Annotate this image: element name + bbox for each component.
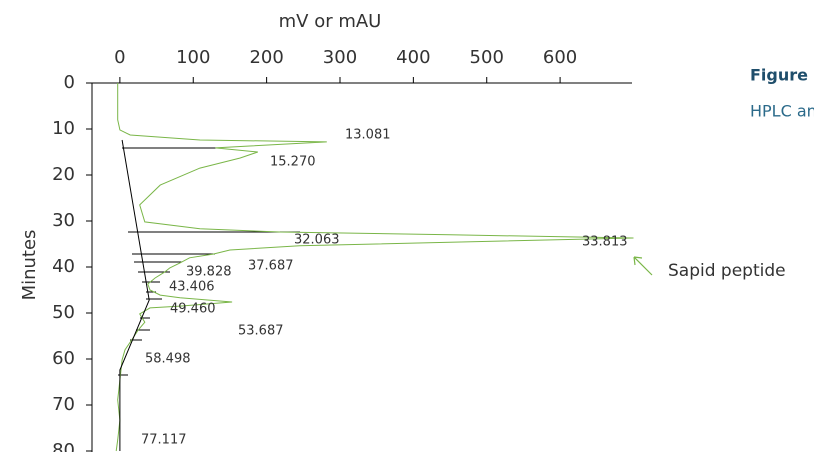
peak-label: 37.687 [248,259,294,274]
x-tick-label: 500 [470,47,504,68]
callout-arrow [633,256,653,276]
peak-label: 49.460 [170,302,216,317]
y-tick-label: 0 [64,72,75,93]
x-tick-label: 400 [396,47,430,68]
peak-label: 58.498 [145,352,191,367]
x-axis-title: mV or mAU [279,11,382,32]
y-tick-label: 20 [52,164,75,185]
y-axis-title: Minutes [19,230,40,301]
y-tick-label: 80 [52,440,75,452]
peak-label: 33.813 [582,235,628,250]
y-tick-label: 70 [52,394,75,415]
y-tick-label: 30 [52,210,75,231]
y-tick-label: 50 [52,302,75,323]
x-tick-label: 600 [543,47,577,68]
peak-label: 43.406 [169,280,215,295]
y-tick-label: 10 [52,118,75,139]
peak-label: 15.270 [270,155,316,170]
y-tick-label: 60 [52,348,75,369]
x-tick-label: 200 [249,47,283,68]
peak-label: 32.063 [294,233,340,248]
figure-caption: HPLC an [750,102,814,121]
callout: Sapid peptide [668,261,786,281]
peak-label: 53.687 [238,324,284,339]
x-tick-label: 300 [323,47,357,68]
trace [119,139,150,451]
peak-label: 13.081 [345,128,391,143]
y-tick-label: 40 [52,256,75,277]
peak-label: 77.117 [141,433,187,448]
peak-label: 39.828 [186,265,232,280]
x-tick-label: 0 [114,47,125,68]
x-tick-label: 100 [176,47,210,68]
figure-title: Figure 1 [750,66,814,85]
